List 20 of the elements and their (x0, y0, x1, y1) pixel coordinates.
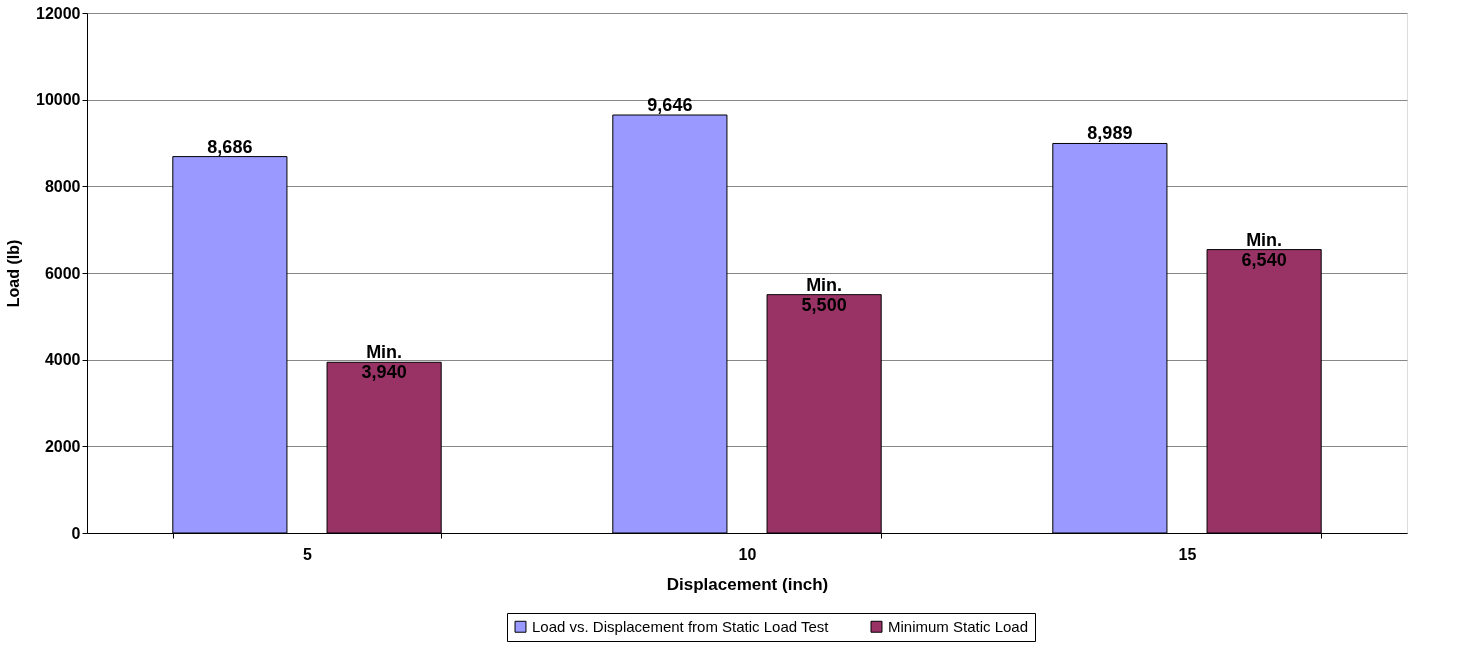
data-label: Min. 5,500 (801, 274, 847, 315)
y-tick-label: 8000 (44, 177, 81, 195)
y-tick-label: 6000 (44, 264, 81, 282)
y-tick-label: 10000 (36, 91, 81, 109)
data-label: 9,646 (647, 95, 693, 116)
x-tick-label: 15 (1178, 545, 1197, 563)
x-tick-label: 10 (738, 545, 757, 563)
x-axis-title: Displacement (inch) (666, 574, 829, 594)
y-tick-label: 2000 (44, 437, 81, 455)
x-tick-label: 5 (303, 545, 313, 563)
legend-label: Load vs. Displacement from Static Load Test (532, 617, 830, 635)
y-axis-title: Load (lb) (5, 239, 23, 308)
y-tick-label: 0 (71, 524, 81, 542)
data-label: Min. 3,940 (361, 342, 407, 383)
y-tick-label: 4000 (44, 351, 81, 369)
legend-label: Minimum Static Load (888, 617, 1029, 635)
y-tick-label: 12000 (36, 4, 81, 22)
data-label: 8,989 (1087, 123, 1133, 144)
data-label: Min. 6,540 (1241, 229, 1287, 270)
data-label: 8,686 (207, 136, 253, 157)
